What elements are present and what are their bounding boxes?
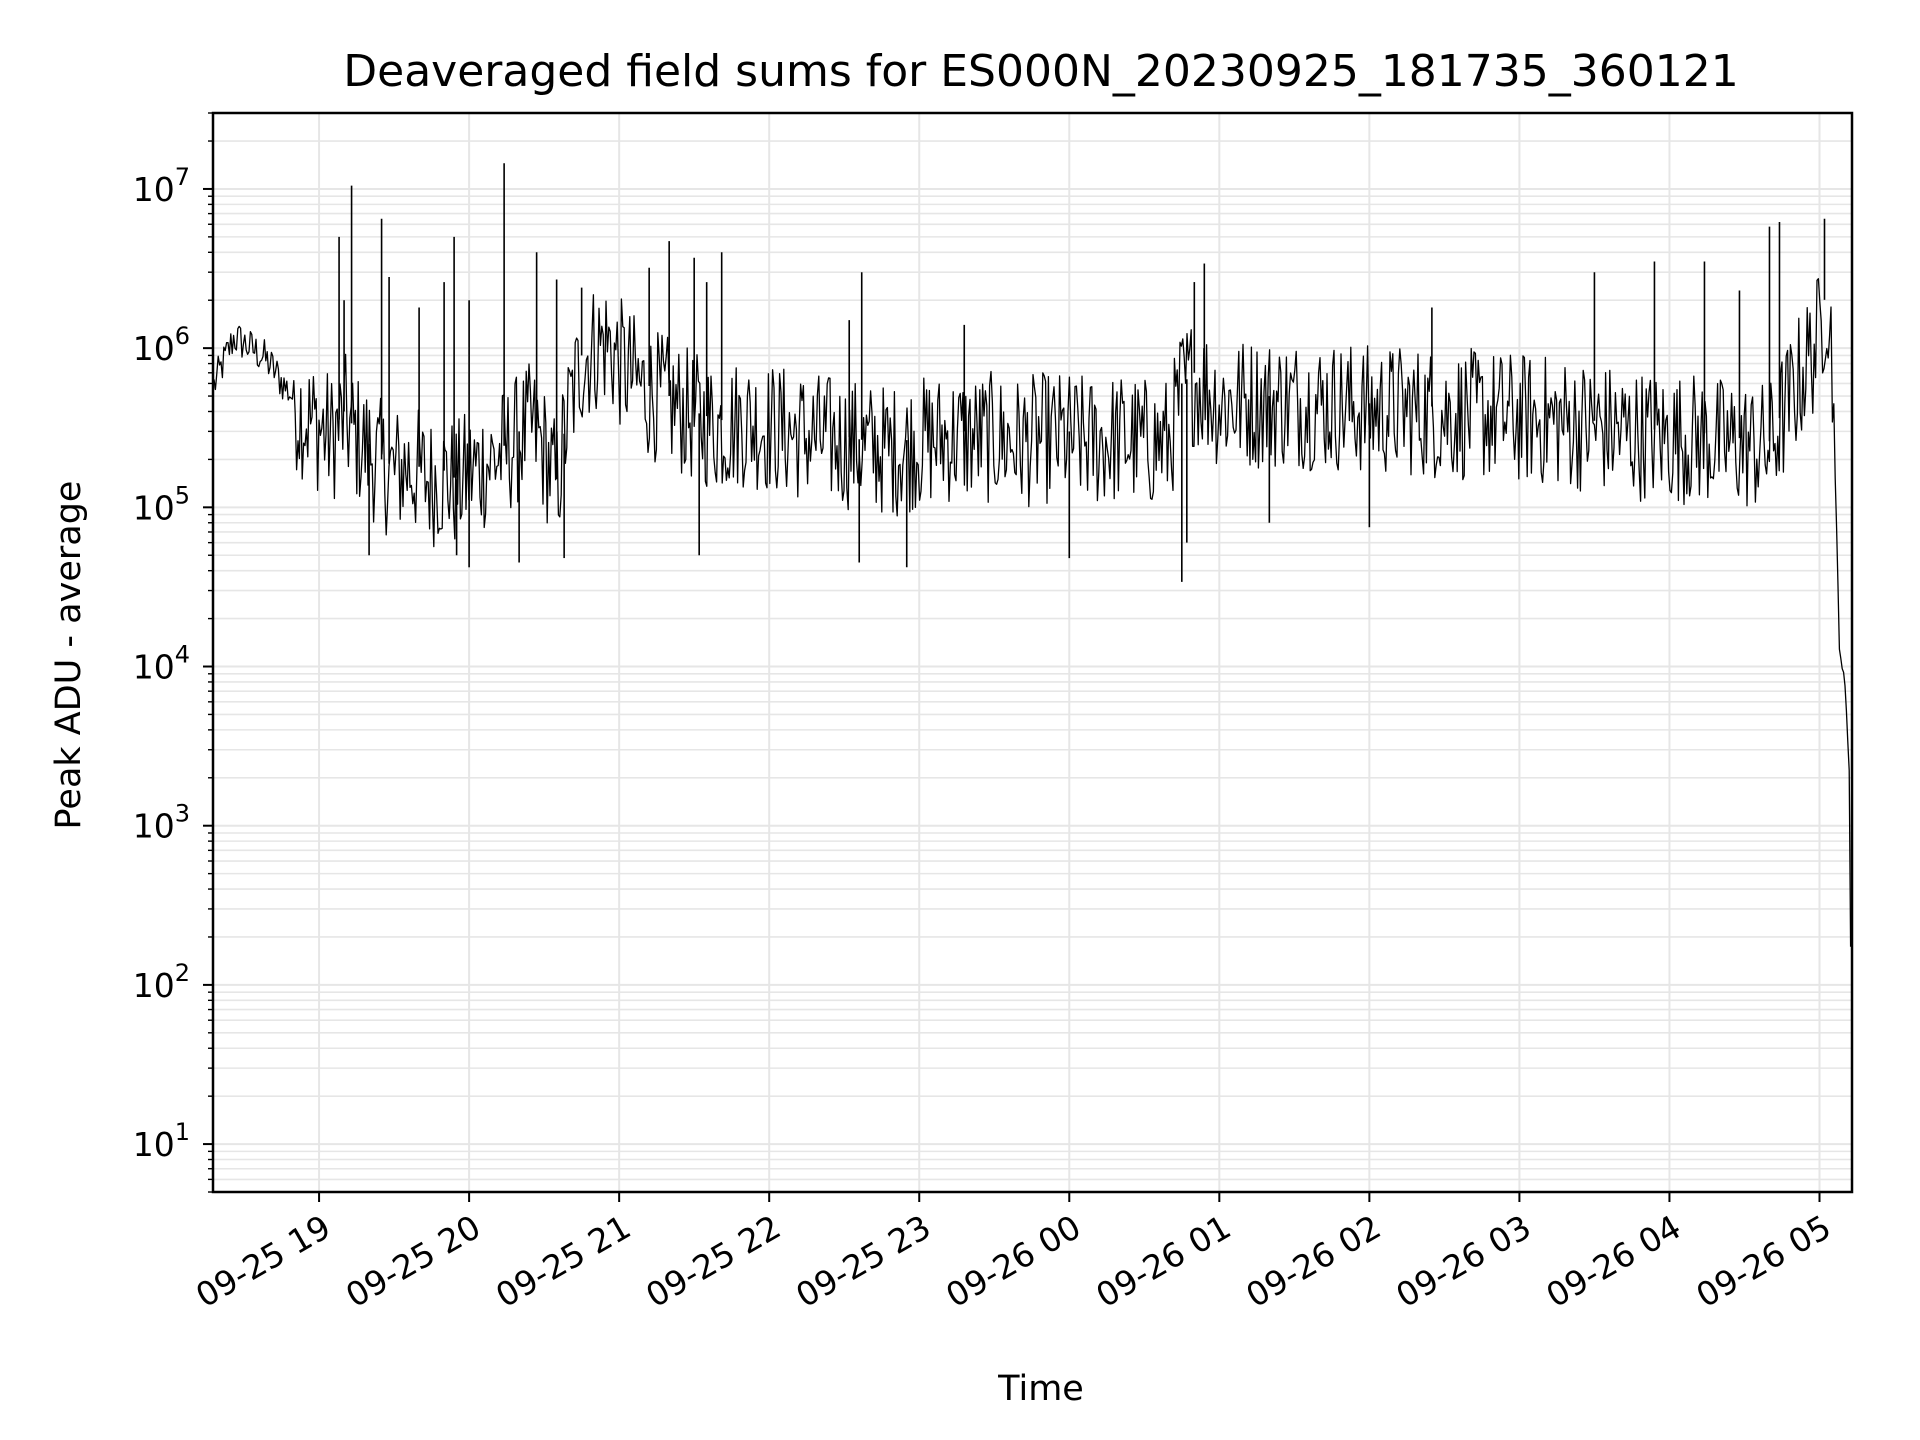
chart-title: Deaveraged field sums for ES000N_2023092… [343, 46, 1739, 97]
series-layer [213, 163, 1852, 947]
plot-frame [211, 111, 1854, 1194]
y-tick-label: 104 [133, 641, 190, 687]
y-tick-label: 106 [133, 322, 190, 368]
y-tick-label: 103 [133, 800, 190, 846]
series-line [213, 278, 1852, 947]
grid [213, 112, 1852, 1193]
x-axis-label: Time [997, 1369, 1084, 1409]
y-tick-label: 105 [133, 481, 190, 527]
y-axis-label: Peak ADU - average [49, 481, 89, 830]
y-axis: 101 102 103 104 105 106 107 [133, 112, 213, 1193]
y-tick-label: 102 [133, 959, 190, 1005]
y-tick-label: 107 [133, 163, 190, 209]
y-tick-label: 101 [133, 1118, 190, 1164]
